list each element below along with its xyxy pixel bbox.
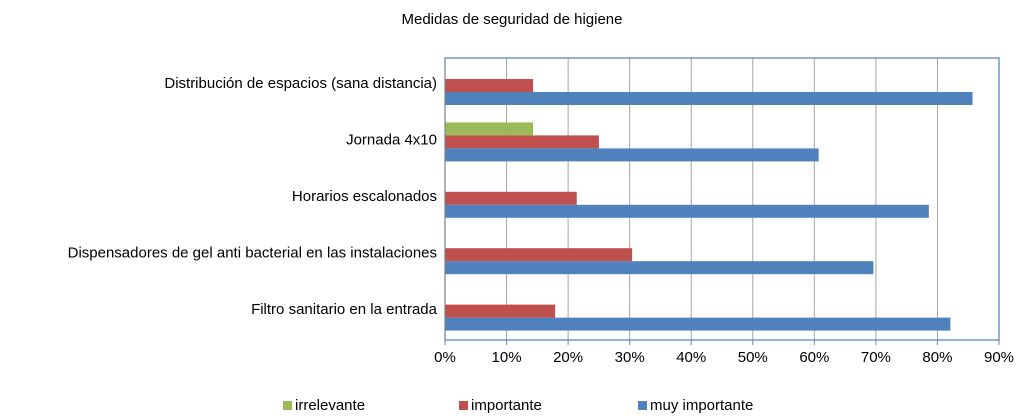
y-tick-label: Jornada 4x10	[346, 132, 437, 149]
bar	[445, 79, 534, 92]
bar	[445, 248, 633, 262]
x-tick-label: 70%	[861, 349, 891, 366]
x-tick-label: 20%	[553, 349, 583, 366]
y-tick-label: Distribución de espacios (sana distancia…	[164, 75, 437, 92]
x-tick-label: 80%	[922, 349, 952, 366]
y-tick-label: Dispensadores de gel anti bacterial en l…	[68, 244, 437, 261]
x-tick-label: 40%	[676, 349, 706, 366]
bar	[445, 317, 951, 331]
y-tick-label: Horarios escalonados	[292, 188, 437, 205]
legend-label: importante	[471, 397, 542, 414]
bar	[445, 92, 973, 105]
y-tick-label: Filtro sanitario en la entrada	[251, 301, 438, 318]
bar	[445, 204, 929, 218]
legend-swatch	[459, 401, 468, 410]
x-tick-label: 10%	[492, 349, 522, 366]
legend-label: irrelevante	[295, 397, 365, 414]
x-tick-label: 30%	[615, 349, 645, 366]
x-tick-label: 90%	[984, 349, 1014, 366]
bar	[445, 135, 599, 149]
bar	[445, 304, 556, 318]
x-tick-label: 60%	[799, 349, 829, 366]
bar	[445, 191, 577, 205]
legend-swatch	[638, 401, 647, 410]
bar	[445, 261, 874, 275]
legend-swatch	[283, 401, 292, 410]
chart-title: Medidas de seguridad de higiene	[402, 11, 623, 28]
bar	[445, 122, 534, 136]
bar	[445, 148, 819, 162]
legend-label: muy importante	[650, 397, 753, 414]
x-tick-label: 0%	[434, 349, 456, 366]
x-tick-label: 50%	[738, 349, 768, 366]
